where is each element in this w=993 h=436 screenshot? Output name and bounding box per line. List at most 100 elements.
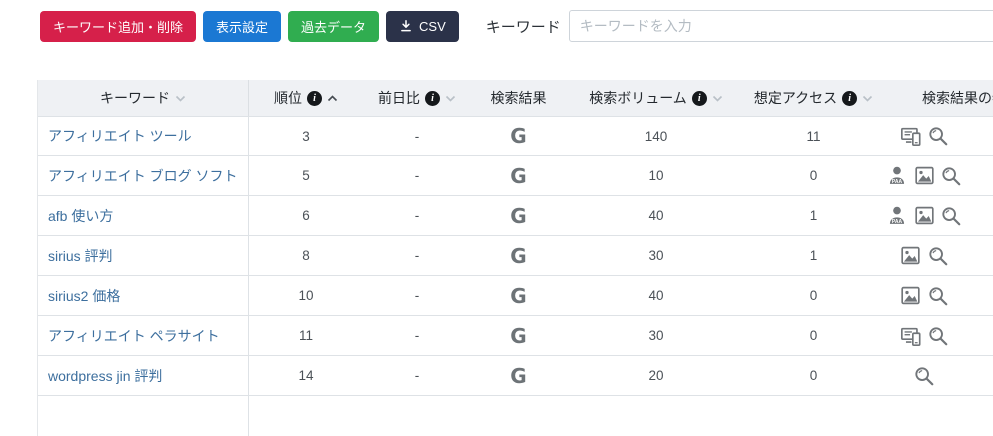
table-header-row: キーワード 順位 前日比 検索結果 検索ボリューム <box>38 80 993 116</box>
svg-text:PAA: PAA <box>892 179 903 185</box>
diff-value: - <box>414 288 420 303</box>
keyword-link[interactable]: sirius2 価格 <box>48 287 121 304</box>
zoom-icon[interactable] <box>939 203 963 229</box>
access-value: 11 <box>806 128 821 144</box>
volume-value: 30 <box>648 248 664 263</box>
column-header-diff[interactable]: 前日比 <box>363 80 471 116</box>
access-value: 0 <box>809 168 818 183</box>
column-header-serp-features: 検索結果の特徴 <box>881 80 993 116</box>
past-data-button[interactable]: 過去データ <box>288 10 380 42</box>
column-label: 想定アクセス <box>753 90 838 106</box>
chevron-up-icon <box>327 94 338 102</box>
csv-download-button[interactable]: CSV <box>386 10 459 42</box>
table-row: アフィリエイト ペラサイト 11 - 30 0 <box>38 316 993 356</box>
image-icon[interactable] <box>899 243 923 269</box>
rank-value: 10 <box>298 288 314 303</box>
zoom-icon[interactable] <box>939 163 963 189</box>
access-value: 0 <box>809 328 818 343</box>
keyword-filter-input[interactable] <box>568 10 993 42</box>
csv-button-label: CSV <box>419 18 446 34</box>
google-icon[interactable] <box>510 366 526 386</box>
diff-value: - <box>414 328 420 343</box>
zoom-icon[interactable] <box>912 363 936 389</box>
image-icon[interactable] <box>899 283 923 309</box>
rank-value: 11 <box>298 328 313 343</box>
paa-icon[interactable]: PAA <box>885 203 909 229</box>
toolbar: キーワード追加・削除 表示設定 過去データ CSV キーワード グループ <box>40 10 993 42</box>
keyword-link[interactable]: wordpress jin 評判 <box>48 367 163 384</box>
add-delete-keyword-button[interactable]: キーワード追加・削除 <box>40 10 197 42</box>
keyword-link[interactable]: sirius 評判 <box>48 247 113 264</box>
zoom-icon[interactable] <box>926 243 950 269</box>
column-header-rank[interactable]: 順位 <box>249 80 363 116</box>
rank-value: 8 <box>302 248 310 263</box>
column-label: 検索結果の特徴 <box>922 90 993 106</box>
info-icon[interactable] <box>691 90 707 106</box>
diff-value: - <box>414 168 420 183</box>
rank-value: 3 <box>302 128 310 144</box>
table-row-partial <box>38 396 993 436</box>
volume-value: 10 <box>648 168 664 183</box>
access-value: 1 <box>809 208 818 223</box>
chevron-down-icon <box>862 95 873 102</box>
keyword-link[interactable]: アフィリエイト ブログ ソフト <box>48 167 238 184</box>
keyword-rank-table: キーワード 順位 前日比 検索結果 検索ボリューム <box>37 80 993 436</box>
table-row: wordpress jin 評判 14 - 20 0 <box>38 356 993 396</box>
volume-value: 140 <box>644 128 668 144</box>
diff-value: - <box>414 208 420 223</box>
chevron-down-icon <box>712 95 723 102</box>
keyword-link[interactable]: アフィリエイト ペラサイト <box>48 327 220 344</box>
column-header-access[interactable]: 想定アクセス <box>746 80 881 116</box>
rank-value: 14 <box>298 368 314 383</box>
keyword-link[interactable]: アフィリエイト ツール <box>48 128 192 144</box>
keyword-link[interactable]: afb 使い方 <box>48 207 114 224</box>
column-label: 前日比 <box>378 90 420 106</box>
zoom-icon[interactable] <box>926 123 950 149</box>
google-icon[interactable] <box>510 206 526 226</box>
image-icon[interactable] <box>912 163 936 189</box>
diff-value: - <box>414 368 420 383</box>
zoom-icon[interactable] <box>926 323 950 349</box>
google-icon[interactable] <box>510 126 526 146</box>
google-icon[interactable] <box>510 246 526 266</box>
info-icon[interactable] <box>307 90 322 106</box>
column-label: 順位 <box>274 90 302 106</box>
paa-icon[interactable]: PAA <box>885 163 909 189</box>
chevron-down-icon <box>445 95 456 102</box>
display-settings-button[interactable]: 表示設定 <box>203 10 282 42</box>
column-label: キーワード <box>100 90 170 106</box>
image-icon[interactable] <box>912 203 936 229</box>
pc-mobile-icon[interactable] <box>899 123 923 149</box>
volume-value: 40 <box>648 288 664 303</box>
download-icon <box>399 19 413 33</box>
diff-value: - <box>414 128 420 144</box>
google-icon[interactable] <box>510 166 526 186</box>
table-row: sirius 評判 8 - 30 1 <box>38 236 993 276</box>
info-icon[interactable] <box>425 90 440 106</box>
access-value: 0 <box>809 368 818 383</box>
volume-value: 40 <box>648 208 664 223</box>
rank-value: 5 <box>302 168 310 183</box>
column-label: 検索結果 <box>490 90 547 106</box>
column-header-volume[interactable]: 検索ボリューム <box>566 80 746 116</box>
access-value: 0 <box>809 288 818 303</box>
column-header-search-result: 検索結果 <box>471 80 566 116</box>
keyword-filter-label: キーワード <box>485 18 561 36</box>
diff-value: - <box>414 248 420 263</box>
column-header-keyword[interactable]: キーワード <box>38 80 249 116</box>
google-icon[interactable] <box>510 286 526 306</box>
info-icon[interactable] <box>842 90 858 106</box>
access-value: 1 <box>809 248 818 263</box>
table-row: アフィリエイト ブログ ソフト 5 - 10 0 PAA <box>38 156 993 196</box>
chevron-down-icon <box>175 95 186 102</box>
volume-value: 20 <box>648 368 664 383</box>
svg-text:PAA: PAA <box>892 219 903 225</box>
table-row: afb 使い方 6 - 40 1 PAA <box>38 196 993 236</box>
pc-mobile-icon[interactable] <box>899 323 923 349</box>
rank-value: 6 <box>302 208 310 223</box>
google-icon[interactable] <box>510 326 526 346</box>
zoom-icon[interactable] <box>926 283 950 309</box>
column-label: 検索ボリューム <box>589 90 687 106</box>
volume-value: 30 <box>648 328 664 343</box>
